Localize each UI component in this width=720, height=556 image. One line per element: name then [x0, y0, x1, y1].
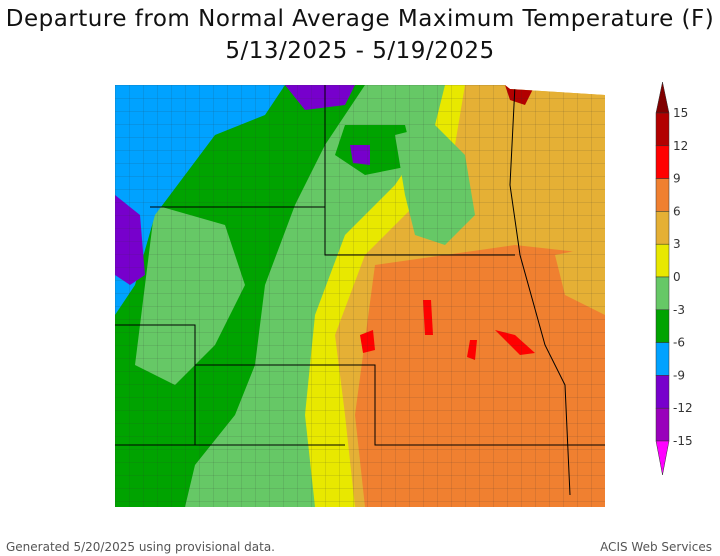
- legend-tick-label: 12: [673, 139, 688, 153]
- legend-tick-label: -9: [673, 368, 685, 382]
- legend-swatch: [655, 243, 670, 278]
- generated-note: Generated 5/20/2025 using provisional da…: [6, 540, 275, 554]
- map-title: Departure from Normal Average Maximum Te…: [5, 6, 715, 32]
- temperature-departure-map: [115, 85, 605, 507]
- county-lines: [115, 85, 605, 507]
- legend-swatch: [655, 375, 670, 409]
- legend-swatch: [655, 178, 670, 212]
- legend-swatch: [655, 112, 670, 147]
- legend-tick-label: 3: [673, 237, 681, 251]
- legend-tick-label: 9: [673, 172, 681, 186]
- color-legend: 15 12 9 6 3 0 -3 -6 -9 -12 -15: [655, 81, 693, 476]
- state-borders: [115, 85, 605, 496]
- legend-tick-label: -6: [673, 336, 685, 350]
- legend-arrow-bottom: [655, 440, 670, 476]
- legend-swatch: [655, 407, 670, 442]
- legend-tick-label: -15: [673, 434, 693, 448]
- legend-arrow-top: [655, 81, 670, 114]
- legend-swatch: [655, 211, 670, 245]
- legend-tick-label: 0: [673, 270, 681, 284]
- legend-swatch: [655, 342, 670, 376]
- legend-tick-label: -3: [673, 303, 685, 317]
- legend-tick-label: -12: [673, 401, 693, 415]
- date-range: 5/13/2025 - 5/19/2025: [225, 38, 495, 64]
- legend-swatch: [655, 309, 670, 343]
- legend-tick-label: 6: [673, 204, 681, 218]
- legend-swatch: [655, 145, 670, 179]
- acis-credit: ACIS Web Services: [600, 540, 712, 554]
- legend-tick-label: 15: [673, 106, 688, 120]
- legend-swatch: [655, 276, 670, 311]
